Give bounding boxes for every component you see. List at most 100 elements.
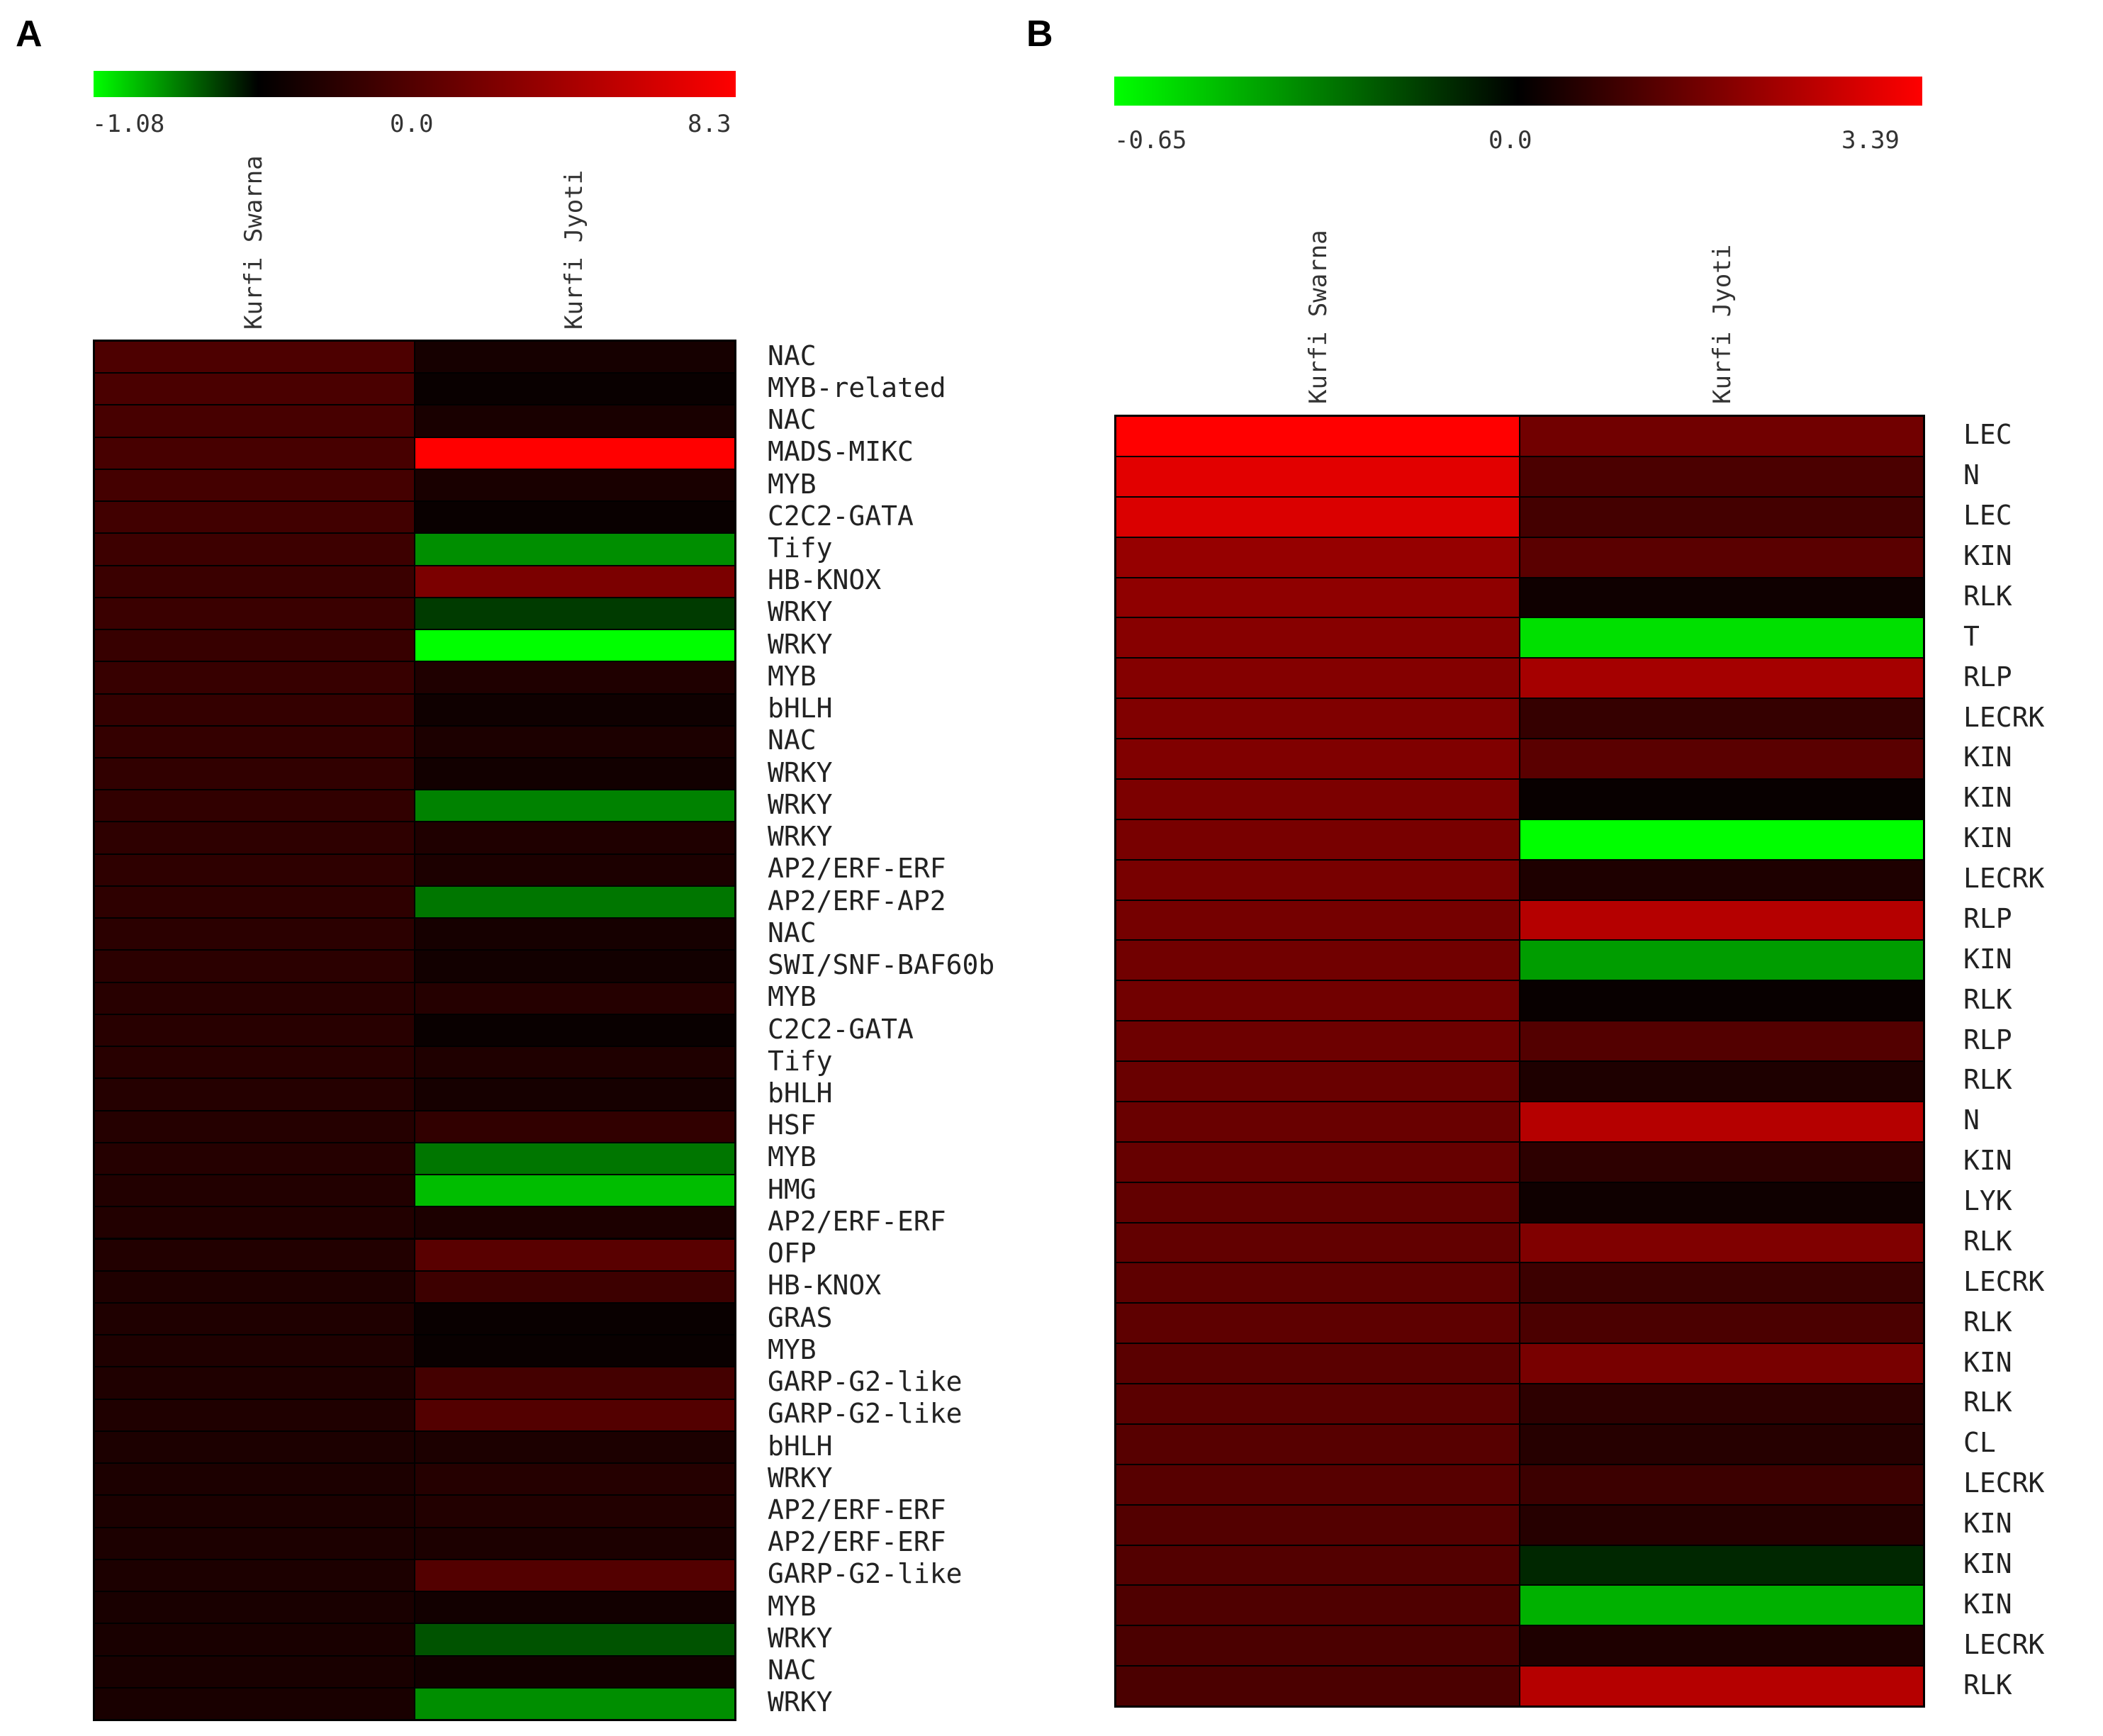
heatmap-cell <box>1116 1504 1520 1545</box>
heatmap-cell <box>1116 1545 1520 1586</box>
heatmap-cell <box>415 1367 735 1399</box>
heatmap-cell <box>1520 1061 1924 1102</box>
heatmap-cell <box>415 1335 735 1367</box>
heatmap-cell <box>415 1110 735 1143</box>
heatmap-cell <box>94 1463 415 1496</box>
panel-b-row-labels: LEC N LEC KIN RLK T RLP LECRK KIN KIN KIN LECRK RLP K… <box>1963 415 2098 1705</box>
heatmap-cell <box>1520 900 1924 941</box>
row-label: LECRK <box>1963 1467 2045 1499</box>
row-label: bHLH <box>768 693 833 724</box>
row-label: N <box>1963 459 1980 491</box>
row-label: AP2/ERF-ERF <box>768 1205 946 1237</box>
row-label: LECRK <box>1963 863 2045 895</box>
heatmap-cell <box>94 1495 415 1528</box>
row-label: WRKY <box>768 628 833 660</box>
panel-b-colorbar <box>1114 77 1922 106</box>
heatmap-cell <box>1116 1303 1520 1344</box>
panel-b-colorbar-mid-label: 0.0 <box>1488 126 1532 155</box>
row-label: NAC <box>768 1654 817 1686</box>
heatmap-cell <box>94 693 415 726</box>
panel-b-colorbar-min-label: -0.65 <box>1114 126 1187 155</box>
heatmap-cell <box>415 982 735 1014</box>
row-label: GARP-G2-like <box>768 1398 963 1430</box>
heatmap-cell <box>1116 1423 1520 1465</box>
heatmap-cell <box>1116 658 1520 699</box>
heatmap-cell <box>94 373 415 405</box>
row-label: NAC <box>768 404 817 436</box>
heatmap-cell <box>94 1110 415 1143</box>
heatmap-cell <box>415 758 735 790</box>
row-label: RLK <box>1963 580 2012 612</box>
heatmap-cell <box>415 437 735 469</box>
row-label: C2C2-GATA <box>768 1013 914 1045</box>
row-label: KIN <box>1963 943 2012 975</box>
heatmap-cell <box>415 469 735 502</box>
heatmap-cell <box>1520 778 1924 819</box>
heatmap-cell <box>94 822 415 854</box>
row-label: CL <box>1963 1427 1996 1459</box>
heatmap-cell <box>94 950 415 982</box>
heatmap-cell <box>1520 456 1924 497</box>
heatmap-cell <box>1520 1545 1924 1586</box>
heatmap-cell <box>415 405 735 437</box>
heatmap-cell <box>1116 819 1520 860</box>
row-label: RLP <box>1963 902 2012 934</box>
heatmap-cell <box>1520 940 1924 981</box>
heatmap-cell <box>415 597 735 630</box>
row-label: MYB-related <box>768 371 946 403</box>
row-label: HB-KNOX <box>768 564 882 596</box>
heatmap-cell <box>415 629 735 662</box>
heatmap-cell <box>415 1238 735 1271</box>
heatmap-cell <box>1520 698 1924 739</box>
heatmap-cell <box>415 1270 735 1303</box>
panel-b-letter: B <box>1026 13 1053 55</box>
panel-a-heatmap <box>93 340 736 1721</box>
heatmap-cell <box>1116 537 1520 578</box>
heatmap-cell <box>415 1399 735 1431</box>
heatmap-cell <box>415 1430 735 1464</box>
heatmap-cell <box>94 1335 415 1367</box>
row-label: LEC <box>1963 419 2012 451</box>
row-label: GRAS <box>768 1301 833 1333</box>
row-label: NAC <box>768 917 817 948</box>
row-label: RLK <box>1963 1306 2012 1338</box>
heatmap-cell <box>94 341 415 374</box>
row-label: RLK <box>1963 1669 2012 1701</box>
row-label: NAC <box>768 340 817 371</box>
heatmap-cell <box>94 1175 415 1207</box>
heatmap-cell <box>94 501 415 534</box>
heatmap-cell <box>1116 416 1520 457</box>
row-label: RLP <box>1963 1024 2012 1055</box>
heatmap-cell <box>1520 1303 1924 1344</box>
row-label: GARP-G2-like <box>768 1558 963 1590</box>
row-label: RLK <box>1963 1387 2012 1418</box>
row-label: WRKY <box>768 821 833 853</box>
heatmap-cell <box>94 918 415 951</box>
row-label: MYB <box>768 1333 817 1365</box>
heatmap-cell <box>415 1591 735 1624</box>
row-label: T <box>1963 620 1980 652</box>
heatmap-cell <box>94 1623 415 1656</box>
heatmap-cell <box>415 1078 735 1111</box>
panel-b-column-label-kurfi-swarna: Kurfi Swarna <box>1304 230 1333 404</box>
row-label: MADS-MIKC <box>768 436 914 468</box>
heatmap-cell <box>415 1623 735 1656</box>
row-label: KIN <box>1963 1547 2012 1579</box>
heatmap-cell <box>1520 1222 1924 1263</box>
heatmap-cell <box>415 1046 735 1079</box>
heatmap-cell <box>1520 1464 1924 1505</box>
heatmap-cell <box>94 597 415 630</box>
heatmap-cell <box>1116 1464 1520 1505</box>
row-label: OFP <box>768 1238 817 1270</box>
heatmap-cell <box>415 661 735 694</box>
heatmap-cell <box>1116 577 1520 618</box>
heatmap-cell <box>1520 739 1924 779</box>
row-label: WRKY <box>768 788 833 820</box>
row-label: MYB <box>768 1141 817 1173</box>
row-label: WRKY <box>768 1622 833 1654</box>
row-label: WRKY <box>768 756 833 788</box>
row-label: LECRK <box>1963 1265 2045 1297</box>
row-label: KIN <box>1963 1145 2012 1177</box>
row-label: RLK <box>1963 1064 2012 1096</box>
heatmap-cell <box>1520 1101 1924 1142</box>
